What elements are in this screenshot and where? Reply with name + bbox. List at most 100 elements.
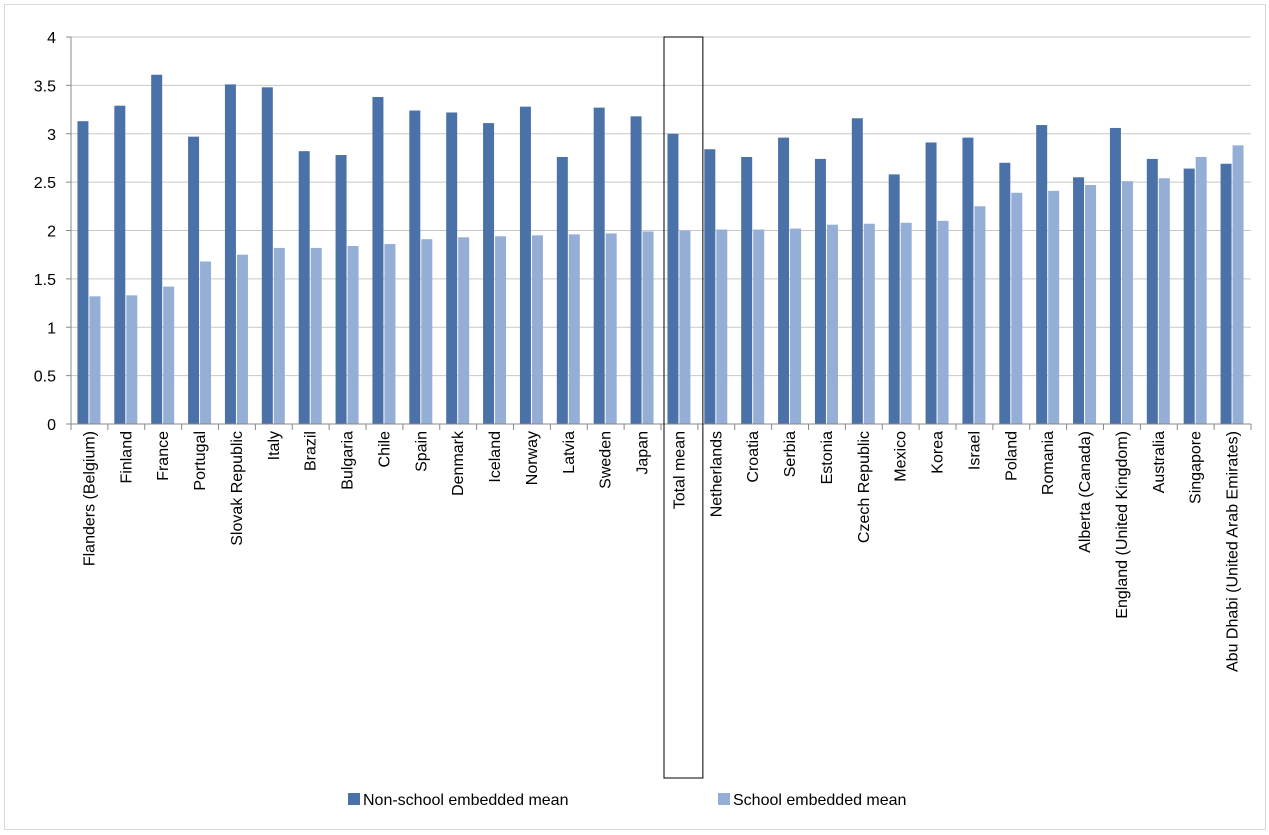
x-category-label: Korea [930, 431, 947, 474]
bar [261, 87, 273, 424]
bar [962, 137, 974, 424]
bar [1220, 163, 1232, 424]
bar [519, 106, 531, 424]
legend-swatch [348, 793, 360, 805]
axes [66, 36, 1252, 430]
y-tick-label: 0 [47, 417, 56, 434]
bar [937, 220, 949, 424]
bar [888, 174, 900, 424]
bar [1036, 125, 1048, 424]
x-category-label: Brazil [303, 431, 320, 471]
bar [1158, 178, 1170, 424]
bar [163, 286, 175, 424]
legend: Non-school embedded mean School embedded … [348, 792, 906, 809]
bar [753, 229, 765, 424]
x-category-label: Alberta (Canada) [1077, 431, 1094, 553]
bar [310, 247, 322, 424]
bar [347, 245, 359, 424]
x-category-label: Estonia [819, 431, 836, 484]
bar [568, 234, 580, 424]
x-category-label: Spain [413, 431, 430, 472]
x-category-label: Chile [376, 431, 393, 468]
bar [679, 230, 691, 424]
y-tick-label: 0.5 [34, 369, 56, 386]
highlight-box-total-mean [663, 36, 704, 779]
x-category-label: Mexico [893, 431, 910, 482]
bar [495, 236, 507, 424]
bar [974, 206, 986, 424]
bar [851, 118, 863, 425]
x-axis-category-labels: Flanders (Belgium) Finland France Portugal S… [81, 430, 1241, 672]
x-category-label: Czech Republic [856, 431, 873, 543]
bar [89, 296, 101, 424]
bar [630, 116, 642, 425]
x-category-label: Italy [266, 431, 283, 460]
x-category-label: Latvia [561, 431, 578, 474]
highlight-box [663, 36, 704, 779]
x-category-label: Bulgaria [340, 431, 357, 490]
x-category-label: Croatia [745, 431, 762, 483]
bar [224, 84, 236, 424]
bar [814, 158, 826, 424]
x-category-label: Norway [524, 431, 541, 485]
bar [531, 235, 543, 424]
x-category-label: Finland [118, 431, 135, 483]
x-category-label: England (United Kingdom) [1114, 431, 1131, 619]
bar [483, 123, 495, 425]
x-category-label: Australia [1151, 431, 1168, 493]
x-category-label: Poland [1003, 431, 1020, 481]
bar [446, 112, 458, 424]
bar [900, 222, 912, 424]
bar [1085, 185, 1097, 424]
bar [790, 228, 802, 424]
x-category-label: Abu Dhabi (United Arab Emirates) [1225, 431, 1242, 672]
bar [1195, 156, 1207, 424]
y-tick-label: 4 [47, 30, 56, 47]
bar [741, 156, 753, 424]
bar [716, 229, 728, 424]
y-tick-label: 1 [47, 320, 56, 337]
bar [556, 156, 568, 424]
bar [372, 96, 384, 425]
bar [1121, 181, 1133, 424]
bar [1073, 177, 1085, 424]
y-tick-label: 1.5 [34, 272, 56, 289]
x-category-label: Iceland [487, 431, 504, 483]
bar [273, 247, 285, 424]
x-category-label: Romania [1040, 431, 1057, 495]
x-category-label: France [155, 431, 172, 481]
y-axis-tick-labels: 0 0.5 1 1.5 2 2.5 3 3.5 4 [34, 30, 56, 434]
x-category-label: Flanders (Belgium) [81, 431, 98, 566]
bar [999, 162, 1011, 424]
bar [704, 149, 716, 425]
x-category-label: Denmark [450, 430, 467, 496]
bar [925, 142, 937, 424]
bar [1183, 168, 1195, 424]
bar [77, 121, 89, 425]
bar [335, 155, 347, 424]
bar [188, 136, 200, 424]
legend-swatch [718, 793, 730, 805]
x-category-label: Sweden [598, 431, 615, 489]
x-category-label: Netherlands [708, 431, 725, 517]
bar [421, 239, 433, 424]
bar [126, 295, 138, 424]
bar [1146, 158, 1158, 424]
bar [114, 105, 126, 424]
x-category-label: Slovak Republic [229, 431, 246, 546]
y-tick-label: 2 [47, 224, 56, 241]
bar [863, 223, 875, 424]
y-tick-label: 3.5 [34, 78, 56, 95]
bar [384, 244, 396, 424]
legend-label: Non-school embedded mean [363, 792, 568, 809]
x-category-label: Total mean [671, 431, 688, 509]
bar [458, 237, 470, 424]
bar [1109, 127, 1121, 424]
legend-label: School embedded mean [733, 792, 906, 809]
bar [667, 133, 679, 424]
y-tick-label: 3 [47, 127, 56, 144]
bar [1232, 145, 1244, 425]
bar [409, 110, 421, 424]
bar [642, 231, 654, 424]
